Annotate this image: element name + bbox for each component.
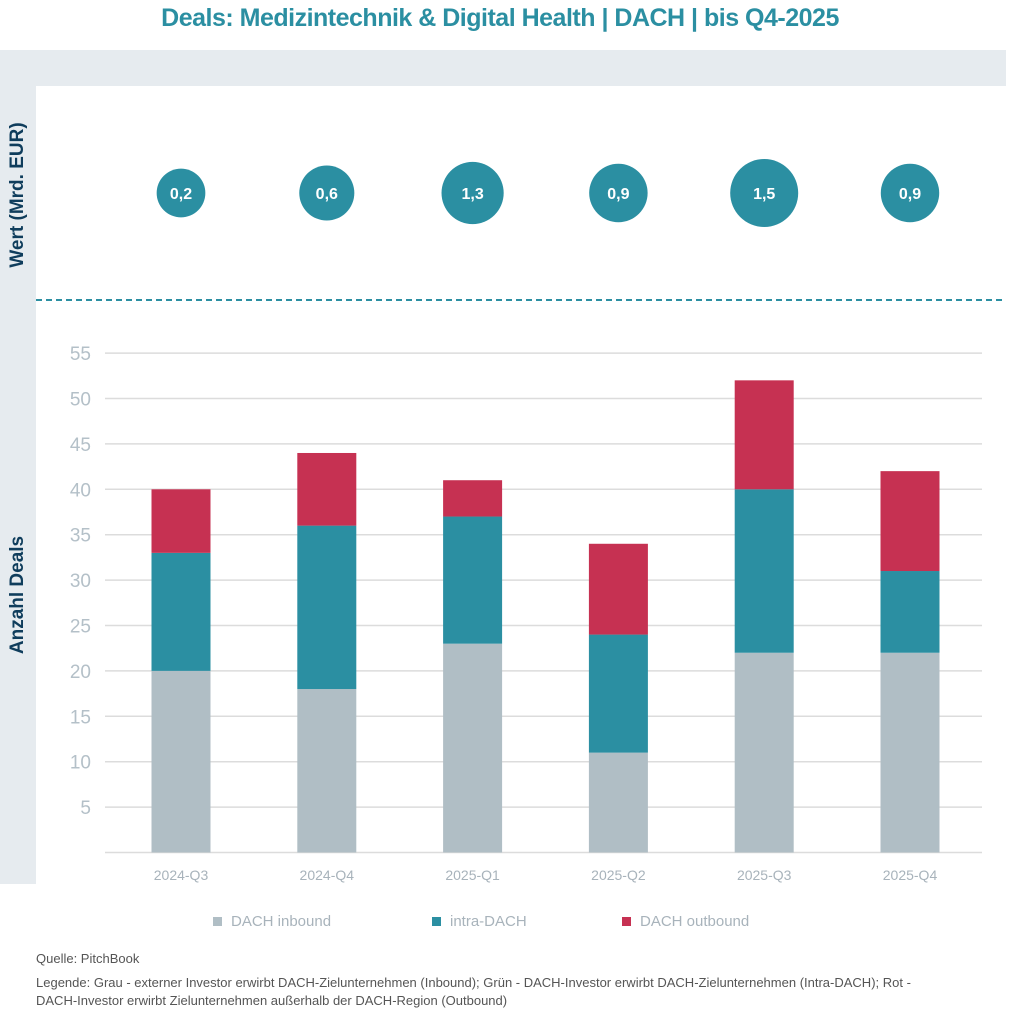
source-note: Quelle: PitchBook — [36, 951, 140, 966]
bar-outbound — [151, 489, 211, 553]
value-bubble — [730, 159, 799, 227]
value-bubble-label: 0,9 — [607, 186, 629, 203]
legend-swatch — [622, 917, 631, 926]
value-bubble-label: 0,9 — [899, 186, 921, 203]
bar-intra — [443, 516, 503, 644]
bar-inbound — [443, 643, 503, 853]
y-tick-label: 5 — [80, 798, 91, 819]
y-tick-label: 45 — [70, 435, 91, 456]
frame-top — [0, 50, 1006, 86]
bar-intra — [151, 552, 211, 671]
frame-left — [0, 50, 36, 884]
bar-inbound — [734, 652, 794, 853]
chart-title: Deals: Medizintechnik & Digital Health |… — [161, 4, 839, 32]
bar-inbound — [880, 652, 940, 853]
legend-label: DACH inbound — [231, 913, 332, 930]
value-bubble — [441, 161, 504, 225]
value-bubble-label: 1,5 — [753, 186, 775, 203]
x-tick-label: 2025-Q1 — [445, 867, 500, 883]
legend-swatch — [432, 917, 441, 926]
x-tick-label: 2024-Q3 — [154, 867, 209, 883]
bar-outbound — [297, 452, 357, 526]
x-tick-label: 2025-Q3 — [737, 867, 792, 883]
bar-intra — [588, 634, 648, 753]
x-tick-label: 2025-Q4 — [883, 867, 938, 883]
y-tick-label: 30 — [70, 571, 91, 592]
legend-label: intra-DACH — [450, 913, 527, 930]
bar-inbound — [297, 689, 357, 853]
y-tick-label: 25 — [70, 617, 91, 638]
value-bubble — [299, 165, 355, 221]
bar-inbound — [151, 670, 211, 853]
y-tick-label: 15 — [70, 707, 91, 728]
legend-note: Legende: Grau - externer Investor erwirb… — [36, 975, 911, 1008]
y-tick-label: 35 — [70, 526, 91, 547]
legend-item-intra: intra-DACH — [432, 913, 527, 930]
bar-outbound — [880, 471, 940, 572]
legend-item-inbound: DACH inbound — [213, 913, 331, 930]
y-tick-label: 10 — [70, 753, 91, 774]
bar-intra — [880, 571, 940, 653]
legend-label: DACH outbound — [640, 913, 750, 930]
bar-inbound — [588, 752, 648, 853]
bar-outbound — [588, 543, 648, 635]
value-bubble — [589, 163, 648, 223]
y-tick-label: 50 — [70, 390, 91, 411]
value-bubble-label: 1,3 — [461, 186, 483, 203]
value-bubble — [880, 163, 940, 223]
legend-item-outbound: DACH outbound — [622, 913, 749, 930]
bar-intra — [734, 489, 794, 653]
y-tick-label: 20 — [70, 662, 91, 683]
bar-intra — [297, 525, 357, 690]
value-bubble-label: 0,2 — [170, 186, 192, 203]
value-bubble-label: 0,6 — [316, 186, 338, 203]
bar-outbound — [734, 380, 794, 490]
x-tick-label: 2024-Q4 — [300, 867, 355, 883]
y-tick-label: 40 — [70, 480, 91, 501]
bar-outbound — [443, 480, 503, 517]
x-tick-label: 2025-Q2 — [591, 867, 646, 883]
value-bubble — [156, 168, 206, 218]
legend-swatch — [213, 917, 222, 926]
y-tick-label: 55 — [70, 344, 91, 365]
